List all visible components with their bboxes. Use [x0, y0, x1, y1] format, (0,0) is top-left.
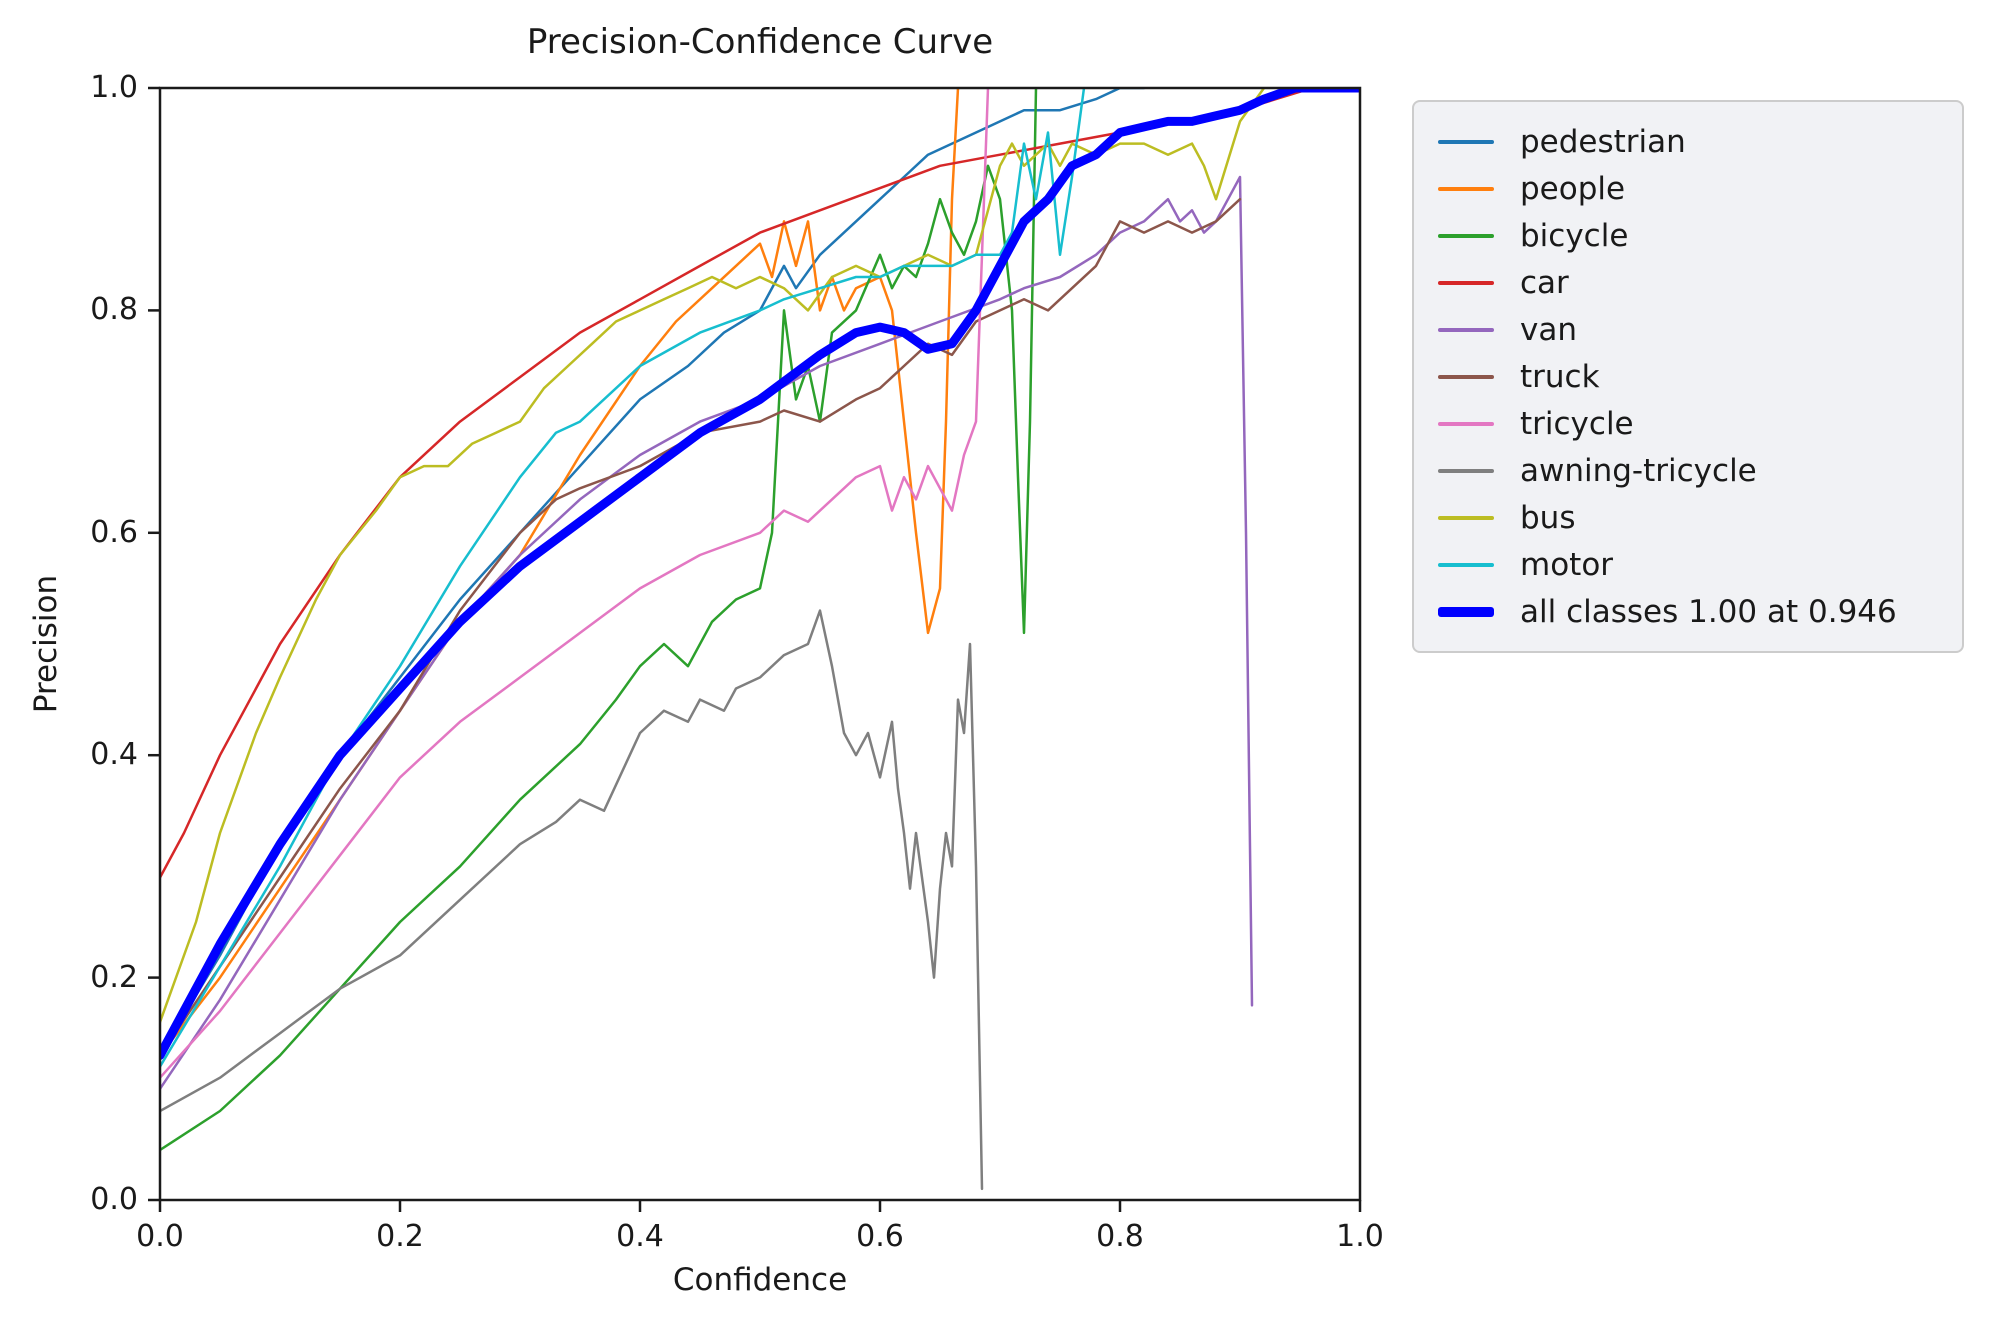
legend-label: pedestrian: [1520, 123, 1686, 160]
legend-item: truck: [1438, 353, 1938, 400]
series-line-van: [160, 175, 1254, 1091]
x-tick-label: 1.0: [1336, 1219, 1384, 1254]
axes-box: [158, 86, 1362, 1202]
y-tick-label: 0.2: [90, 959, 138, 995]
legend-label: car: [1520, 264, 1569, 301]
legend-item: pedestrian: [1438, 118, 1938, 165]
legend-line-swatch: [1438, 562, 1494, 567]
legend-item: people: [1438, 165, 1938, 212]
legend-line-swatch: [1438, 515, 1494, 520]
legend-label: all classes 1.00 at 0.946: [1520, 593, 1897, 630]
series-line-motor: [160, 88, 1086, 1068]
legend-label: bus: [1520, 499, 1576, 536]
legend-label: tricycle: [1520, 405, 1634, 442]
legend-label: van: [1520, 311, 1577, 348]
series-line-people: [160, 88, 960, 1057]
legend-item: motor: [1438, 541, 1938, 588]
y-tick-label: 0.6: [90, 514, 138, 550]
x-tick-label: 0.0: [136, 1219, 184, 1254]
legend-label: awning-tricycle: [1520, 452, 1757, 489]
series-line-bus: [160, 88, 1266, 1024]
y-tick-label: 1.0: [90, 70, 138, 105]
series-line-all-classes-1-00-at-0-946: [160, 88, 1360, 1060]
y-tick-label: 0.8: [90, 292, 138, 328]
legend-line-swatch: [1438, 421, 1494, 426]
legend: pedestrian people bicycle car van truck tricyc…: [1412, 100, 1964, 653]
y-tick-label: 0.4: [90, 737, 138, 773]
legend-item: van: [1438, 306, 1938, 353]
legend-label: truck: [1520, 358, 1600, 395]
legend-line-swatch: [1438, 327, 1494, 332]
series-line-truck: [160, 197, 1242, 1057]
legend-label: motor: [1520, 546, 1614, 583]
x-axis-label: Confidence: [672, 1262, 848, 1298]
chart-title: Precision-Confidence Curve: [526, 22, 994, 62]
legend-line-swatch: [1438, 468, 1494, 473]
legend-line-swatch: [1438, 606, 1494, 617]
legend-label: bicycle: [1520, 217, 1629, 254]
series-line-awning-tricycle: [160, 609, 984, 1191]
legend-line-swatch: [1438, 233, 1494, 238]
legend-item: all classes 1.00 at 0.946: [1438, 588, 1938, 635]
x-tick-label: 0.6: [856, 1219, 904, 1254]
series-line-pedestrian: [160, 88, 1146, 1057]
x-tick-label: 0.4: [616, 1219, 664, 1254]
legend-item: awning-tricycle: [1438, 447, 1938, 494]
y-tick-label: 0.0: [90, 1182, 138, 1217]
legend-line-swatch: [1438, 374, 1494, 379]
legend-item: car: [1438, 259, 1938, 306]
legend-label: people: [1520, 170, 1626, 207]
legend-item: tricycle: [1438, 400, 1938, 447]
x-tick-label: 0.8: [1096, 1219, 1144, 1254]
legend-item: bicycle: [1438, 212, 1938, 259]
series-line-tricycle: [160, 88, 990, 1079]
legend-line-swatch: [1438, 280, 1494, 285]
legend-line-swatch: [1438, 139, 1494, 144]
x-tick-label: 0.2: [376, 1219, 424, 1254]
legend-item: bus: [1438, 494, 1938, 541]
legend-line-swatch: [1438, 186, 1494, 191]
